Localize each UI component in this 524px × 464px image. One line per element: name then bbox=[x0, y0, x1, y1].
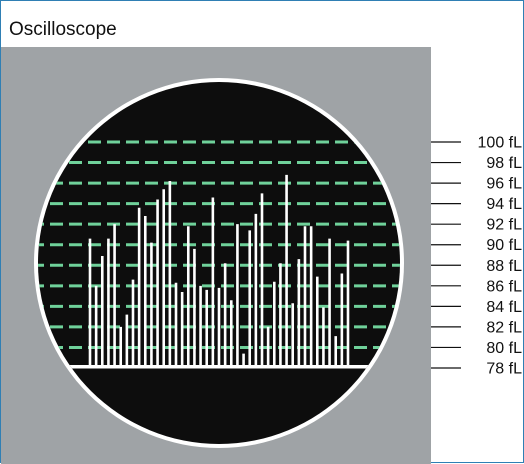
scale-label: 96 fL bbox=[486, 176, 522, 193]
scale-label: 94 fL bbox=[486, 196, 522, 213]
window-title: Oscilloscope bbox=[9, 19, 117, 40]
screen bbox=[38, 82, 400, 444]
scale-label: 80 fL bbox=[486, 340, 522, 357]
scale-label: 88 fL bbox=[486, 258, 522, 275]
scale-label: 90 fL bbox=[486, 237, 522, 254]
scale-label: 78 fL bbox=[486, 361, 522, 378]
scale-label: 84 fL bbox=[486, 299, 522, 316]
scale-label: 92 fL bbox=[486, 217, 522, 234]
scale-label: 82 fL bbox=[486, 319, 522, 336]
volume-scale: 100 fL 98 fL 96 fL 94 fL 92 fL 90 fL 88 fL 86 f… bbox=[431, 135, 522, 378]
scale-label: 100 fL bbox=[478, 135, 523, 152]
baseline bbox=[38, 365, 400, 369]
scale-label: 98 fL bbox=[486, 155, 522, 172]
screen-content bbox=[38, 140, 400, 369]
scale-label: 86 fL bbox=[486, 278, 522, 295]
